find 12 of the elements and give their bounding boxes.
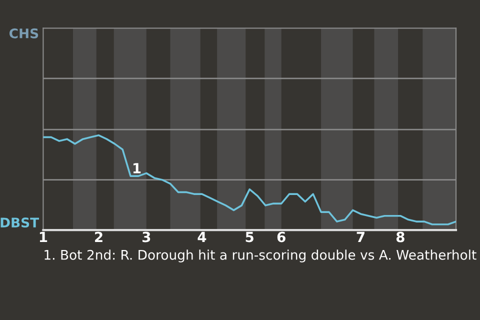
x-tick-label: 4 (198, 232, 206, 242)
text: 1. Bot 2nd: R. Dorough hit a run-scoring double vs A. Weatherholt (44, 250, 476, 262)
x-tick-label: 2 (95, 232, 102, 242)
annotation: 1 (133, 163, 141, 174)
text: DBST (0, 218, 39, 228)
text: CHS (10, 28, 38, 38)
x-tick-label: 6 (277, 232, 286, 242)
x-tick-label: 3 (142, 232, 150, 242)
x-tick-label: 8 (396, 232, 404, 242)
x-tick-label: 1 (40, 232, 48, 242)
x-tick-label: 7 (356, 232, 364, 242)
x-tick-label: 5 (246, 232, 254, 242)
